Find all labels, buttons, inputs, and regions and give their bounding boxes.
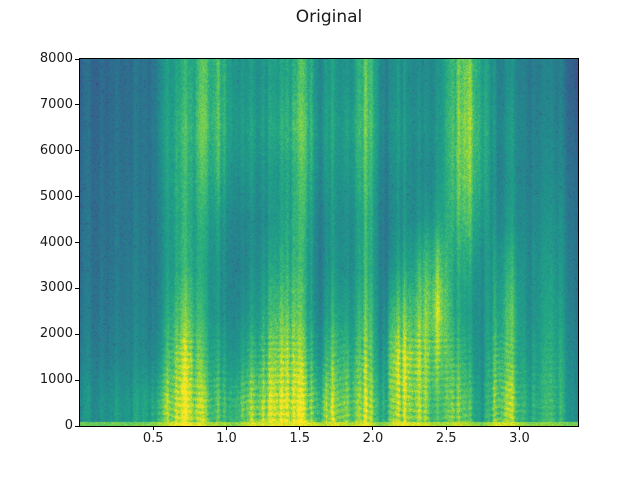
x-tick-label: 2.0 (362, 431, 384, 446)
x-tick-label: 1.0 (216, 431, 237, 446)
y-tick-label: 5000 (39, 188, 73, 204)
spectrogram-axes (79, 58, 579, 427)
y-tick-label: 0 (64, 418, 73, 433)
x-tick-label: 0.5 (142, 431, 164, 446)
x-tick-label: 3.0 (509, 431, 530, 446)
x-tick-mark (372, 426, 374, 430)
y-tick-label: 4000 (39, 234, 73, 250)
y-tick-mark (75, 150, 79, 152)
x-tick-mark (225, 426, 227, 430)
y-tick-label: 7000 (39, 96, 73, 112)
y-tick-mark (75, 379, 79, 381)
y-tick-label: 2000 (39, 326, 73, 342)
y-tick-mark (75, 287, 79, 289)
y-tick-mark (75, 58, 79, 60)
spectrogram-image (80, 59, 578, 426)
x-tick-label: 1.5 (289, 431, 311, 446)
x-tick-mark (445, 426, 447, 430)
y-tick-mark (75, 242, 79, 243)
y-tick-mark (75, 196, 79, 198)
y-tick-mark (75, 104, 79, 106)
x-tick-label: 2.5 (435, 431, 457, 446)
y-tick-label: 1000 (39, 372, 73, 388)
x-tick-mark (299, 426, 301, 430)
x-tick-mark (518, 426, 520, 430)
chart-title: Original (295, 7, 363, 27)
y-tick-label: 8000 (39, 51, 73, 66)
x-tick-mark (152, 426, 154, 430)
y-tick-label: 6000 (39, 142, 73, 158)
y-tick-mark (75, 425, 79, 427)
y-tick-label: 3000 (39, 280, 73, 296)
y-tick-mark (75, 333, 79, 335)
